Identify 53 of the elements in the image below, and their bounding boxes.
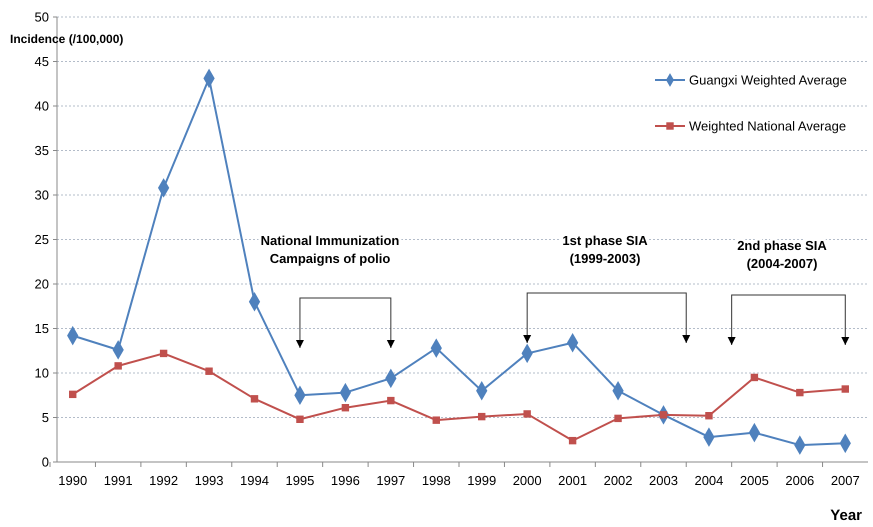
- point: [796, 388, 804, 396]
- point: [614, 414, 622, 422]
- point: [842, 385, 849, 393]
- x-tick-label: 2000: [512, 473, 542, 488]
- point: [69, 390, 76, 398]
- y-tick-label: 15: [34, 321, 49, 336]
- y-tick-label: 50: [34, 10, 49, 25]
- point: [705, 412, 713, 420]
- point: [250, 395, 258, 403]
- x-tick-label: 1992: [149, 473, 178, 488]
- point: [523, 410, 531, 418]
- x-tick-label: 2003: [649, 473, 678, 488]
- y-tick-label: 10: [34, 366, 49, 381]
- y-tick-label: 5: [42, 410, 49, 426]
- x-tick-label: 1997: [376, 473, 406, 488]
- annotation: 1st phase SIA (1999-2003): [562, 233, 648, 266]
- y-tick-label: 40: [34, 98, 49, 114]
- y-axis-title: Incidence (/100,000): [10, 32, 124, 46]
- x-tick-label: 1996: [330, 473, 360, 488]
- x-tick-label: 2004: [694, 473, 724, 488]
- x-tick-label: 1991: [104, 473, 133, 488]
- legend-label: Guangxi Weighted Average: [689, 72, 847, 88]
- legend-label: Weighted National Average: [689, 118, 846, 134]
- x-tick-label: 2001: [558, 473, 588, 488]
- x-tick-label: 1999: [467, 473, 496, 488]
- x-tick-label: 1995: [285, 473, 314, 488]
- x-tick-label: 1990: [58, 473, 88, 488]
- point: [432, 416, 440, 424]
- x-tick-label: 2007: [830, 473, 860, 488]
- point: [568, 436, 576, 444]
- point: [387, 396, 395, 404]
- x-tick-label: 2006: [785, 473, 814, 488]
- x-tick-label: 2005: [740, 473, 769, 488]
- y-tick-label: 0: [42, 454, 49, 470]
- x-axis-title: Year: [830, 507, 862, 524]
- point: [114, 362, 122, 370]
- point: [296, 416, 304, 423]
- y-tick-label: 20: [34, 276, 49, 292]
- y-tick-label: 35: [34, 143, 49, 158]
- point: [478, 412, 486, 420]
- y-tick-label: 30: [34, 188, 49, 203]
- x-tick-label: 1998: [422, 473, 451, 488]
- point: [342, 404, 350, 412]
- annotation: 2nd phase SIA (2004-2007): [737, 238, 828, 271]
- annotation: National Immunization Campaigns of polio: [260, 233, 400, 266]
- x-tick-label: 1993: [194, 473, 224, 488]
- x-tick-label: 2002: [604, 473, 633, 488]
- x-tick-label: 1994: [240, 473, 269, 488]
- point: [205, 368, 213, 375]
- point: [750, 374, 758, 382]
- y-tick-label: 25: [34, 232, 49, 248]
- y-tick-label: 45: [34, 54, 49, 70]
- point: [160, 350, 168, 358]
